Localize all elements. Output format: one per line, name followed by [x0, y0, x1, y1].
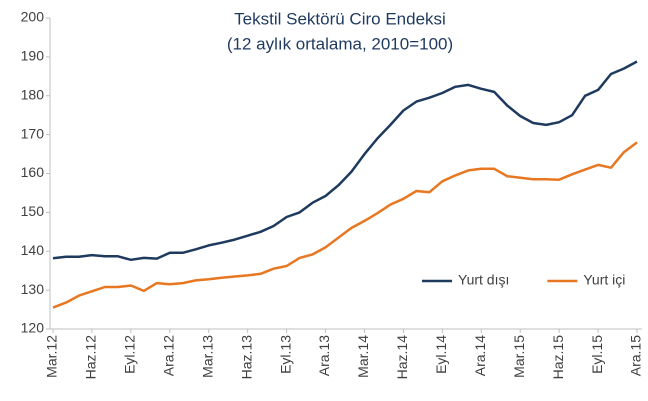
y-tick-label: 160	[21, 164, 45, 180]
x-tick-label: Ara.13	[316, 335, 332, 376]
x-tick-label: Ara.14	[472, 335, 488, 376]
x-tick-label: Mar.15	[511, 335, 527, 378]
x-tick-label: Haz.14	[394, 335, 410, 380]
y-tick-label: 180	[21, 86, 45, 102]
x-tick-label: Mar.13	[199, 335, 215, 378]
y-tick-label: 190	[21, 48, 45, 64]
chart-title: Tekstil Sektörü Ciro Endeksi	[234, 9, 446, 28]
x-tick-label: Eyl.14	[433, 335, 449, 374]
chart-subtitle: (12 aylık ortalama, 2010=100)	[227, 34, 453, 53]
y-tick-label: 140	[21, 242, 45, 258]
x-tick-label: Eyl.13	[277, 335, 293, 374]
y-tick-label: 170	[21, 125, 45, 141]
x-tick-label: Ara.12	[161, 335, 177, 376]
x-tick-label: Mar.14	[355, 335, 371, 378]
x-tick-label: Haz.12	[83, 335, 99, 380]
line-series	[52, 60, 638, 262]
line-series	[52, 141, 638, 309]
y-tick-label: 200	[21, 9, 45, 25]
y-tick-label: 120	[21, 320, 45, 336]
legend-label: Yurt içi	[583, 272, 625, 288]
x-tick-label: Eyl.12	[122, 335, 138, 374]
legend-label: Yurt dışı	[458, 272, 509, 288]
y-tick-label: 150	[21, 203, 45, 219]
x-tick-label: Ara.15	[628, 335, 644, 376]
x-tick-label: Mar.12	[44, 335, 60, 378]
x-tick-label: Eyl.15	[589, 335, 605, 374]
y-tick-label: 130	[21, 281, 45, 297]
x-tick-label: Haz.15	[550, 335, 566, 380]
x-tick-label: Haz.13	[238, 335, 254, 380]
